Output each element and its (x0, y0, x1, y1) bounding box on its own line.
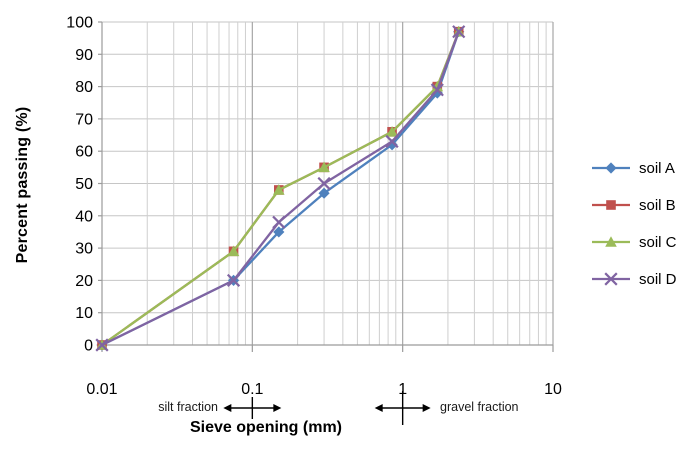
triangle-marker-icon (273, 184, 285, 195)
legend-label: soil B (639, 196, 676, 214)
square-marker-icon (606, 200, 616, 210)
x-marker-icon (226, 273, 241, 287)
legend-key-x-icon (592, 272, 630, 286)
y-tick-label: 90 (75, 47, 93, 64)
x-tick-label: 0.01 (86, 381, 117, 398)
arrow-head-right (273, 404, 282, 412)
y-tick-label: 0 (84, 338, 93, 355)
x-marker-icon (272, 215, 286, 229)
x-axis-title: Sieve opening (mm) (189, 419, 343, 436)
legend-entry-soil-D: soil D (591, 270, 677, 288)
silt-fraction-label: silt fraction (158, 400, 218, 414)
x-tick-label: 0.1 (241, 381, 263, 398)
legend-key-square-icon (592, 200, 630, 210)
y-tick-label: 40 (75, 208, 93, 225)
y-tick-label: 80 (75, 79, 93, 96)
minor-vertical-gridlines (146, 22, 547, 345)
silt-boundary-arrow-icon (223, 397, 282, 419)
major-vertical-gridlines (251, 22, 554, 345)
gravel-boundary-arrow-icon (374, 391, 431, 425)
legend: soil A soil B soil C soil D (591, 159, 677, 309)
x-marker-icon (430, 83, 444, 97)
legend-label: soil C (639, 233, 677, 251)
y-tick-label: 50 (75, 176, 93, 193)
legend-label: soil D (639, 270, 677, 288)
axes (98, 21, 554, 352)
legend-key-triangle-icon (592, 236, 630, 247)
y-axis-title: Percent passing (%) (14, 106, 31, 264)
x-marker-icon (317, 176, 331, 191)
x-marker-icon (95, 338, 109, 352)
triangle-marker-icon (386, 126, 398, 137)
x-marker-icon (604, 272, 618, 286)
diamond-marker-icon (605, 162, 617, 174)
x-marker-icon (385, 134, 399, 149)
y-tick-label: 60 (75, 144, 93, 161)
triangle-marker-icon (227, 245, 240, 257)
triangle-marker-icon (605, 236, 617, 247)
arrow-head-right (422, 404, 431, 412)
triangle-marker-icon (431, 80, 444, 92)
legend-label: soil A (639, 159, 675, 177)
arrow-head-left (223, 404, 232, 412)
legend-entry-soil-A: soil A (591, 159, 677, 177)
x-marker-icon (452, 25, 466, 39)
gravel-fraction-label: gravel fraction (440, 400, 519, 414)
series-soil-D (95, 25, 466, 352)
horizontal-gridlines (102, 21, 553, 314)
y-tick-label: 10 (75, 305, 93, 322)
x-tick-label: 1 (398, 381, 407, 398)
triangle-marker-icon (318, 161, 330, 173)
diamond-marker-icon (431, 87, 443, 99)
diamond-marker-icon (318, 187, 330, 199)
legend-entry-soil-B: soil B (591, 196, 677, 214)
diamond-marker-icon (273, 226, 285, 238)
y-tick-label: 30 (75, 241, 93, 258)
series-soil-C (96, 25, 465, 350)
y-tick-label: 100 (66, 15, 93, 32)
x-tick-label: 10 (544, 381, 562, 398)
legend-key-diamond-icon (592, 162, 630, 174)
y-tick-label: 70 (75, 111, 93, 128)
legend-entry-soil-C: soil C (591, 233, 677, 251)
arrow-head-left (374, 404, 383, 412)
y-tick-label: 20 (75, 273, 93, 290)
